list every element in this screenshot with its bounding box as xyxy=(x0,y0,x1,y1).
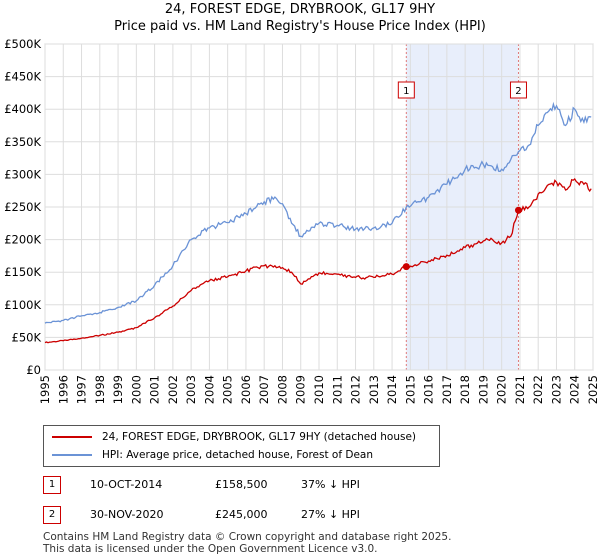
x-tick-label: 2006 xyxy=(239,375,253,404)
hpi-line xyxy=(44,101,592,324)
footer-licence: This data is licensed under the Open Gov… xyxy=(43,543,378,555)
x-tick-label: 1996 xyxy=(56,375,70,404)
footer-copyright: Contains HM Land Registry data © Crown c… xyxy=(43,531,452,543)
y-tick-label: £300K xyxy=(4,167,41,181)
y-tick-label: £100K xyxy=(4,298,41,312)
sale-marker-1: 1 xyxy=(43,476,61,494)
legend-swatch-hpi xyxy=(52,454,92,456)
sale-marker-2: 2 xyxy=(43,506,61,524)
sale-point-2 xyxy=(514,206,522,214)
x-tick-label: 2004 xyxy=(202,375,216,404)
chart-sale-box-2 xyxy=(509,81,527,99)
sale-row-2: 2 30-NOV-2020 £245,000 27% ↓ HPI xyxy=(43,504,443,526)
chart-sale-label-2: 2 xyxy=(515,86,521,97)
sale-row-1: 1 10-OCT-2014 £158,500 37% ↓ HPI xyxy=(43,474,443,496)
x-tick-label: 2017 xyxy=(440,375,454,404)
chart-sale-box-1 xyxy=(397,81,415,99)
x-tick-label: 2020 xyxy=(495,375,509,404)
x-tick-label: 2011 xyxy=(330,375,344,404)
legend-swatch-price xyxy=(52,436,92,438)
x-tick-label: 2007 xyxy=(257,375,271,404)
x-tick-label: 1997 xyxy=(75,375,89,404)
x-tick-label: 2019 xyxy=(476,375,490,404)
y-tick-label: £450K xyxy=(4,70,41,84)
x-tick-label: 2014 xyxy=(385,375,399,404)
sale-date-2: 30-NOV-2020 xyxy=(90,508,164,521)
price-chart: £0 £50K £100K £150K £200K £250K £300K £350K £400… xyxy=(4,37,600,404)
x-tick-label: 2005 xyxy=(221,375,235,404)
y-tick-label: £50K xyxy=(12,330,42,344)
y-tick-label: £200K xyxy=(4,233,41,247)
x-tick-label: 1995 xyxy=(38,375,52,404)
sale-price-1: £158,500 xyxy=(215,478,268,491)
x-tick-label: 2022 xyxy=(531,375,545,404)
y-tick-label: £350K xyxy=(4,135,41,149)
x-tick-label: 1998 xyxy=(93,375,107,404)
price-paid-line xyxy=(44,178,592,344)
x-tick-label: 2001 xyxy=(148,375,162,404)
y-tick-label: £150K xyxy=(4,265,41,279)
sale-hpi-2: 27% ↓ HPI xyxy=(301,508,360,521)
y-tick-label: £400K xyxy=(4,102,41,116)
x-tick-label: 2010 xyxy=(312,375,326,404)
x-tick-label: 2000 xyxy=(129,375,143,404)
chart-subtitle: Price paid vs. HM Land Registry's House … xyxy=(114,19,486,34)
footer: Contains HM Land Registry data © Crown c… xyxy=(43,531,451,555)
sale-price-2: £245,000 xyxy=(215,508,268,521)
x-tick-label: 2016 xyxy=(422,375,436,404)
x-tick-label: 2002 xyxy=(166,375,180,404)
legend: 24, FOREST EDGE, DRYBROOK, GL17 9HY (det… xyxy=(43,425,440,467)
sale-point-1 xyxy=(402,263,410,271)
y-tick-label: £500K xyxy=(4,37,41,51)
x-tick-label: 2024 xyxy=(568,375,582,404)
y-tick-label: £0 xyxy=(26,363,41,377)
legend-label-hpi: HPI: Average price, detached house, Fore… xyxy=(102,449,374,461)
x-tick-label: 2008 xyxy=(275,375,289,404)
x-tick-label: 2003 xyxy=(184,375,198,404)
x-tick-label: 2021 xyxy=(513,375,527,404)
x-tick-label: 1999 xyxy=(111,375,125,404)
x-tick-label: 2012 xyxy=(349,375,363,404)
sale-date-1: 10-OCT-2014 xyxy=(90,478,163,491)
chart-title: 24, FOREST EDGE, DRYBROOK, GL17 9HY xyxy=(164,2,436,17)
x-tick-label: 2025 xyxy=(586,375,600,404)
x-tick-label: 2018 xyxy=(458,375,472,404)
x-tick-label: 2009 xyxy=(294,375,308,404)
sale-hpi-1: 37% ↓ HPI xyxy=(301,478,360,491)
chart-sale-label-1: 1 xyxy=(403,86,409,97)
x-tick-label: 2023 xyxy=(549,375,563,404)
y-tick-label: £250K xyxy=(4,200,41,214)
legend-label-price: 24, FOREST EDGE, DRYBROOK, GL17 9HY (det… xyxy=(102,431,417,443)
x-tick-label: 2015 xyxy=(403,375,417,404)
x-tick-label: 2013 xyxy=(367,375,381,404)
